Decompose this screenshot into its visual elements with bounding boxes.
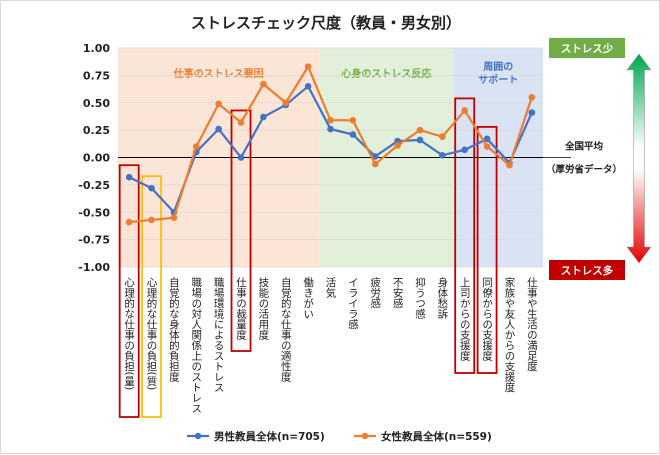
- data-point: [506, 161, 513, 169]
- data-point: [439, 133, 446, 140]
- data-point: [170, 214, 178, 222]
- highlight-box: [454, 97, 476, 374]
- y-tick-label: -0.25: [78, 179, 110, 192]
- data-point: [192, 143, 200, 150]
- stress-high-label: ストレス多: [561, 264, 614, 277]
- x-category-label: 仕事や生活の満足度: [526, 276, 538, 372]
- data-point: [327, 125, 334, 133]
- x-category-label: 同僚からの支援度: [481, 277, 493, 362]
- data-point: [371, 160, 379, 168]
- y-tick-label: 0.25: [83, 124, 110, 137]
- data-point: [237, 119, 245, 126]
- y-tick-label: -0.50: [78, 206, 110, 219]
- highlight-box: [476, 125, 498, 374]
- data-point: [282, 99, 290, 107]
- data-point: [237, 154, 245, 161]
- y-tick-label: 0.50: [83, 97, 110, 110]
- region-label: 仕事のストレス要因: [173, 67, 264, 80]
- data-point: [371, 153, 379, 160]
- data-point: [394, 142, 401, 149]
- national-average-label: 全国平均（厚労省データ）: [546, 141, 622, 176]
- highlight-box: [230, 109, 252, 352]
- data-point: [260, 80, 267, 88]
- data-point: [461, 146, 469, 154]
- data-point: [148, 184, 155, 192]
- data-point: [416, 136, 424, 144]
- stress-low-box: [549, 38, 625, 58]
- data-point: [215, 100, 222, 108]
- data-point: [439, 152, 446, 159]
- data-point: [483, 143, 491, 150]
- x-category-label: 働きがい: [302, 276, 314, 319]
- data-point: [349, 131, 357, 138]
- data-point: [125, 173, 133, 181]
- data-point: [327, 116, 334, 124]
- y-tick-label: 1.00: [83, 42, 110, 55]
- legend-label: 男性教員全体(n=705): [214, 430, 325, 443]
- highlight-box: [118, 164, 140, 418]
- x-category-label: 抑うつ感: [414, 276, 426, 319]
- x-category-label: イライラ感: [347, 277, 359, 330]
- x-category-label: 活気: [325, 277, 337, 299]
- x-category-label: 仕事の裁量度: [235, 276, 247, 341]
- double-arrow-icon: [626, 53, 652, 264]
- legend-label: 女性教員全体(n=559): [381, 430, 492, 443]
- data-point: [304, 83, 312, 90]
- data-point: [528, 93, 536, 101]
- x-category-label: 身体愁訴: [436, 276, 448, 320]
- data-point: [349, 116, 357, 124]
- x-category-label: 自覚的な仕事の適性度: [280, 276, 292, 383]
- region-label: 周囲のサポート: [478, 61, 518, 86]
- stress-high-box: [549, 260, 625, 280]
- stress-low-label: ストレス少: [561, 42, 614, 55]
- data-point: [215, 125, 222, 133]
- data-point: [304, 63, 312, 70]
- chart-title: ストレスチェック尺度（教員・男女別）: [191, 14, 461, 32]
- data-point: [260, 113, 267, 121]
- y-tick-label: 0.00: [83, 152, 110, 165]
- x-category-label: 疲労感: [369, 276, 381, 308]
- data-point: [416, 126, 424, 134]
- x-category-label: 技能の活用度: [257, 276, 269, 341]
- data-point: [125, 218, 133, 226]
- data-point: [528, 109, 536, 116]
- x-category-label: 職場環境によるストレス: [213, 277, 225, 393]
- y-tick-label: -1.00: [78, 261, 110, 274]
- x-category-label: 心理的な仕事の負担(量): [123, 277, 135, 390]
- highlight-box: [141, 175, 162, 418]
- x-category-label: 上司からの支援度: [459, 277, 471, 362]
- region-label: 心身のストレス反応: [341, 67, 431, 80]
- y-tick-label: 0.75: [83, 69, 110, 82]
- data-point: [483, 135, 491, 143]
- data-point: [461, 107, 469, 114]
- x-category-label: 家族や友人からの支援度: [503, 276, 515, 393]
- legend-marker: [361, 432, 369, 440]
- x-category-label: 自覚的な身体的負担度: [168, 276, 180, 383]
- legend-marker: [194, 432, 202, 440]
- x-category-label: 不安感: [392, 277, 404, 309]
- data-point: [148, 216, 155, 224]
- x-category-label: 心理的な仕事の負担(質): [146, 277, 158, 390]
- x-category-label: 職場の対人関係上のストレス: [190, 277, 202, 414]
- y-tick-label: -0.75: [78, 234, 110, 247]
